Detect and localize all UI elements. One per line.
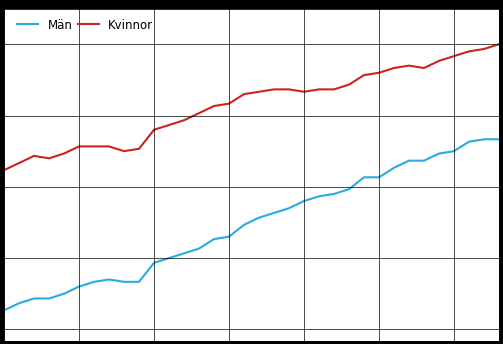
Män	[436, 151, 442, 155]
Män	[346, 187, 352, 191]
Män	[1, 308, 7, 312]
Män	[406, 159, 412, 163]
Kvinnor	[331, 87, 337, 92]
Kvinnor	[496, 42, 502, 46]
Kvinnor	[121, 149, 127, 153]
Legend: Män, Kvinnor: Män, Kvinnor	[15, 16, 156, 34]
Kvinnor	[1, 168, 7, 172]
Män	[226, 235, 232, 239]
Kvinnor	[196, 111, 202, 115]
Kvinnor	[76, 144, 82, 149]
Kvinnor	[181, 118, 187, 122]
Män	[361, 175, 367, 179]
Kvinnor	[286, 87, 292, 92]
Kvinnor	[211, 104, 217, 108]
Kvinnor	[376, 71, 382, 75]
Kvinnor	[436, 59, 442, 63]
Män	[481, 137, 487, 141]
Line: Män: Män	[4, 139, 499, 310]
Män	[451, 149, 457, 153]
Män	[91, 280, 97, 284]
Män	[316, 194, 322, 198]
Kvinnor	[166, 123, 172, 127]
Kvinnor	[301, 90, 307, 94]
Män	[151, 261, 157, 265]
Kvinnor	[241, 92, 247, 96]
Män	[331, 192, 337, 196]
Män	[76, 284, 82, 289]
Män	[271, 211, 277, 215]
Män	[121, 280, 127, 284]
Män	[106, 277, 112, 281]
Män	[376, 175, 382, 179]
Kvinnor	[361, 73, 367, 77]
Kvinnor	[481, 47, 487, 51]
Kvinnor	[91, 144, 97, 149]
Kvinnor	[136, 147, 142, 151]
Män	[136, 280, 142, 284]
Män	[181, 251, 187, 255]
Män	[496, 137, 502, 141]
Kvinnor	[61, 151, 67, 155]
Kvinnor	[421, 66, 427, 70]
Kvinnor	[316, 87, 322, 92]
Kvinnor	[106, 144, 112, 149]
Män	[61, 292, 67, 296]
Kvinnor	[256, 90, 262, 94]
Kvinnor	[46, 156, 52, 160]
Kvinnor	[226, 101, 232, 106]
Män	[211, 237, 217, 241]
Kvinnor	[406, 64, 412, 68]
Män	[196, 247, 202, 251]
Män	[46, 297, 52, 301]
Kvinnor	[271, 87, 277, 92]
Kvinnor	[391, 66, 397, 70]
Män	[301, 199, 307, 203]
Män	[466, 140, 472, 144]
Män	[166, 256, 172, 260]
Kvinnor	[151, 128, 157, 132]
Kvinnor	[31, 154, 37, 158]
Män	[391, 166, 397, 170]
Kvinnor	[466, 49, 472, 53]
Kvinnor	[346, 83, 352, 87]
Line: Kvinnor: Kvinnor	[4, 44, 499, 170]
Män	[286, 206, 292, 210]
Män	[421, 159, 427, 163]
Kvinnor	[451, 54, 457, 58]
Män	[16, 301, 22, 305]
Kvinnor	[16, 161, 22, 165]
Män	[256, 216, 262, 220]
Män	[31, 297, 37, 301]
Män	[241, 223, 247, 227]
